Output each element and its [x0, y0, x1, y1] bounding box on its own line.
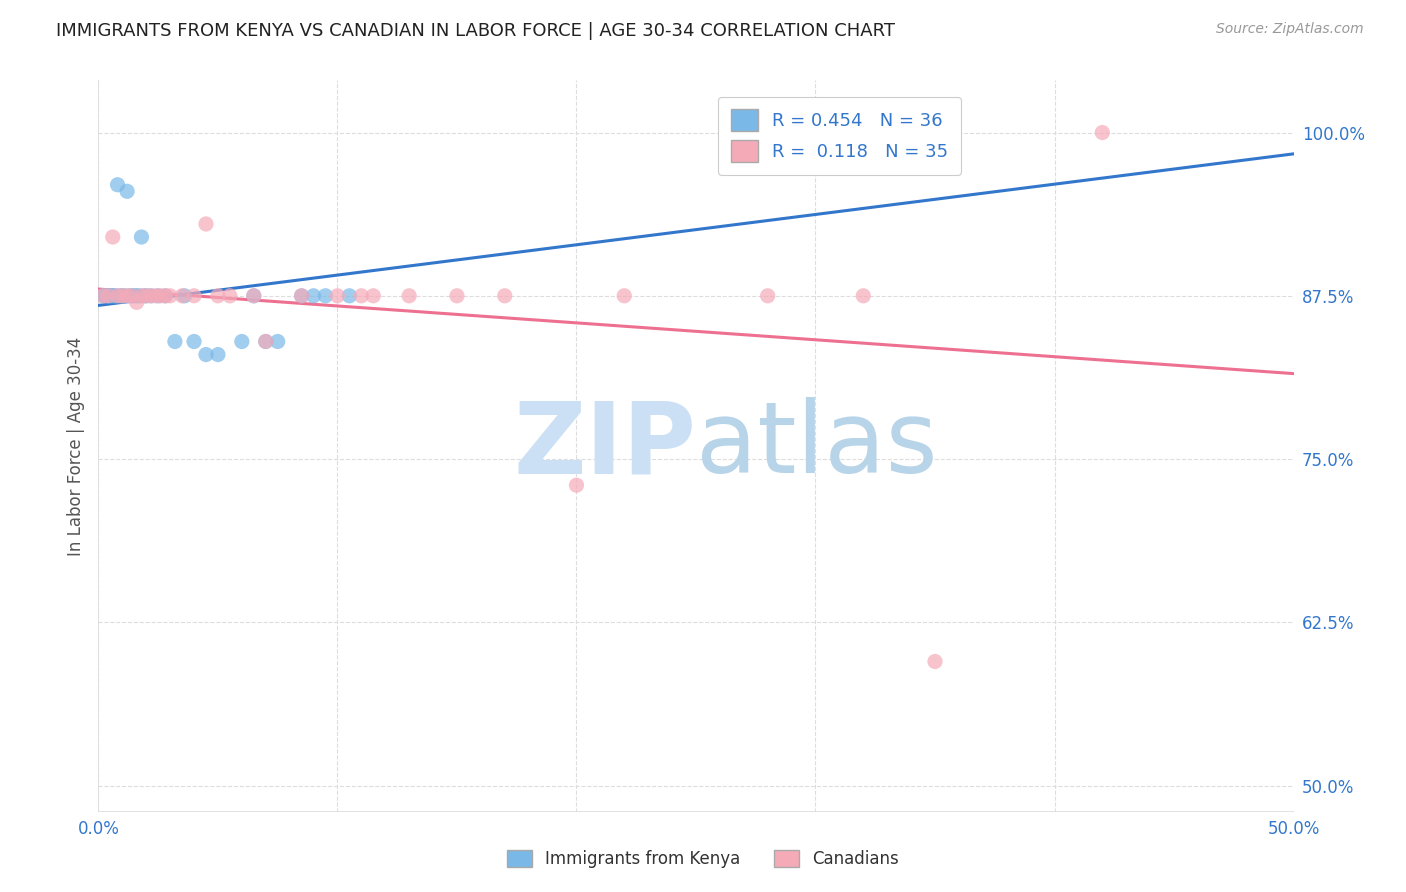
Text: atlas: atlas — [696, 398, 938, 494]
Point — [135, 289, 157, 303]
Point — [195, 348, 218, 362]
Point — [363, 289, 385, 303]
Point — [101, 289, 124, 303]
Point — [852, 289, 875, 303]
Legend: Immigrants from Kenya, Canadians: Immigrants from Kenya, Canadians — [501, 843, 905, 875]
Point — [231, 334, 253, 349]
Point — [155, 289, 177, 303]
Point — [350, 289, 373, 303]
Point — [131, 289, 153, 303]
Point — [195, 217, 218, 231]
Point — [159, 289, 181, 303]
Point — [243, 289, 266, 303]
Point — [132, 289, 155, 303]
Point — [398, 289, 420, 303]
Point — [924, 655, 946, 669]
Text: IMMIGRANTS FROM KENYA VS CANADIAN IN LABOR FORCE | AGE 30-34 CORRELATION CHART: IMMIGRANTS FROM KENYA VS CANADIAN IN LAB… — [56, 22, 896, 40]
Point — [207, 348, 229, 362]
Point — [254, 334, 277, 349]
Point — [291, 289, 314, 303]
Point — [267, 334, 290, 349]
Point — [149, 289, 172, 303]
Point — [173, 289, 195, 303]
Point — [124, 289, 146, 303]
Point — [125, 295, 148, 310]
Point — [145, 289, 167, 303]
Point — [121, 289, 143, 303]
Point — [756, 289, 779, 303]
Point — [139, 289, 162, 303]
Point — [128, 289, 150, 303]
Point — [207, 289, 229, 303]
Point — [219, 289, 242, 303]
Point — [94, 289, 117, 303]
Point — [97, 289, 120, 303]
Point — [446, 289, 468, 303]
Point — [613, 289, 636, 303]
Point — [115, 289, 138, 303]
Point — [494, 289, 516, 303]
Point — [163, 334, 186, 349]
Legend: R = 0.454   N = 36, R =  0.118   N = 35: R = 0.454 N = 36, R = 0.118 N = 35 — [718, 96, 960, 175]
Point — [326, 289, 349, 303]
Point — [111, 289, 134, 303]
Point — [104, 289, 127, 303]
Point — [91, 289, 114, 303]
Point — [339, 289, 361, 303]
Point — [183, 289, 205, 303]
Point — [243, 289, 266, 303]
Point — [131, 230, 153, 244]
Point — [172, 289, 194, 303]
Point — [121, 289, 143, 303]
Point — [115, 184, 138, 198]
Point — [125, 289, 148, 303]
Point — [111, 289, 134, 303]
Point — [107, 289, 129, 303]
Point — [135, 289, 157, 303]
Point — [565, 478, 588, 492]
Point — [91, 289, 114, 303]
Point — [254, 334, 277, 349]
Y-axis label: In Labor Force | Age 30-34: In Labor Force | Age 30-34 — [66, 336, 84, 556]
Point — [315, 289, 337, 303]
Point — [183, 334, 205, 349]
Point — [114, 289, 136, 303]
Point — [1091, 126, 1114, 140]
Point — [302, 289, 325, 303]
Point — [155, 289, 177, 303]
Point — [107, 178, 129, 192]
Point — [101, 230, 124, 244]
Point — [139, 289, 162, 303]
Point — [118, 289, 141, 303]
Point — [828, 126, 851, 140]
Point — [98, 289, 122, 303]
Text: Source: ZipAtlas.com: Source: ZipAtlas.com — [1216, 22, 1364, 37]
Point — [291, 289, 314, 303]
Point — [148, 289, 170, 303]
Point — [97, 289, 120, 303]
Text: ZIP: ZIP — [513, 398, 696, 494]
Point — [108, 289, 131, 303]
